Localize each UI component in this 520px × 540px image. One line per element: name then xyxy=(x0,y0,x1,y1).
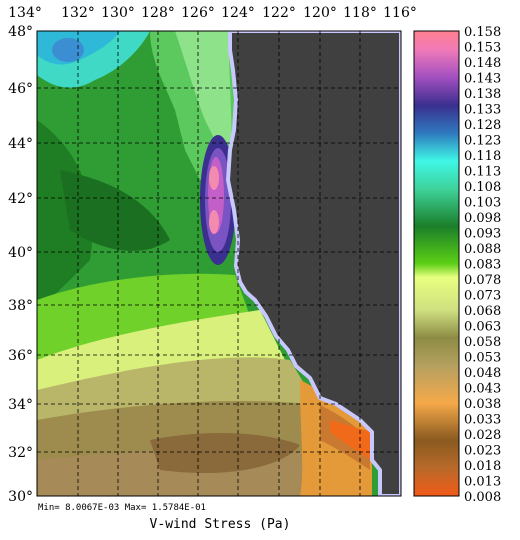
lon-label: 122° xyxy=(262,5,296,21)
lon-label: 128° xyxy=(141,5,175,21)
colorbar-tick-label: 0.133 xyxy=(464,103,501,118)
lat-label: 36° xyxy=(8,348,33,364)
plot-area xyxy=(37,31,401,496)
lon-label: 134° xyxy=(8,5,42,21)
colorbar-tick-label: 0.078 xyxy=(464,273,501,288)
colorbar-tick-label: 0.063 xyxy=(464,320,501,335)
lon-label: 124° xyxy=(221,5,255,21)
colorbar-labels: 0.1580.1530.1480.1430.1380.1330.1280.123… xyxy=(464,25,501,505)
lat-label: 40° xyxy=(8,245,33,261)
colorbar-tick-label: 0.053 xyxy=(464,351,501,366)
colorbar-tick-label: 0.158 xyxy=(464,25,501,40)
colorbar-tick-label: 0.033 xyxy=(464,413,501,428)
land-mass xyxy=(226,31,401,496)
lat-label: 42° xyxy=(8,191,33,207)
min-max-stats: Min= 8.0067E-03 Max= 1.5784E-01 xyxy=(38,503,206,513)
lat-label: 44° xyxy=(8,136,33,152)
colorbar-tick-label: 0.068 xyxy=(464,304,501,319)
grid-lines xyxy=(37,31,401,496)
lat-label: 34° xyxy=(8,397,33,413)
colorbar-tick-label: 0.013 xyxy=(464,475,501,490)
blue-spot xyxy=(52,38,84,62)
colorbar-tick-label: 0.113 xyxy=(464,165,501,180)
lon-label: 126° xyxy=(181,5,215,21)
colorbar-tick-label: 0.098 xyxy=(464,211,501,226)
colorbar-tick-label: 0.123 xyxy=(464,134,501,149)
colorbar-tick-label: 0.048 xyxy=(464,366,501,381)
map-title: V-wind Stress (Pa) xyxy=(150,517,291,532)
lat-label: 38° xyxy=(8,298,33,314)
plot-border xyxy=(36,30,402,497)
colorbar-tick-label: 0.103 xyxy=(464,196,501,211)
colorbar-tick-label: 0.043 xyxy=(464,382,501,397)
lon-label: 130° xyxy=(101,5,135,21)
lat-label: 32° xyxy=(8,445,33,461)
lon-label: 120° xyxy=(303,5,337,21)
colorbar-tick-label: 0.108 xyxy=(464,180,501,195)
lon-label: 118° xyxy=(343,5,377,21)
colorbar-tick-label: 0.128 xyxy=(464,118,501,133)
colorbar-tick-label: 0.058 xyxy=(464,335,501,350)
colorbar-tick-label: 0.153 xyxy=(464,41,501,56)
lon-label: 132° xyxy=(61,5,95,21)
colorbar-tick-label: 0.118 xyxy=(464,149,501,164)
colorbar-tick-label: 0.143 xyxy=(464,72,501,87)
lon-label: 116° xyxy=(383,5,417,21)
colorbar-tick-label: 0.148 xyxy=(464,56,501,71)
lat-label: 46° xyxy=(8,81,33,97)
colorbar-tick-label: 0.018 xyxy=(464,459,501,474)
lat-label: 48° xyxy=(8,24,33,40)
lon-axis: 134° 132° 130° 128° 126° 124° 122° 120° … xyxy=(8,5,417,21)
colorbar-tick-label: 0.088 xyxy=(464,242,501,257)
colorbar xyxy=(413,30,460,497)
colorbar-tick-label: 0.093 xyxy=(464,227,501,242)
colorbar-tick-label: 0.008 xyxy=(464,490,501,505)
pale-yellow-region xyxy=(37,310,285,395)
lat-label: 30° xyxy=(8,489,33,505)
colorbar-tick-label: 0.038 xyxy=(464,397,501,412)
lat-axis: 48° 46° 44° 42° 40° 38° 36° 34° 32° 30° xyxy=(8,24,33,505)
colorbar-tick-label: 0.138 xyxy=(464,87,501,102)
colorbar-tick-label: 0.083 xyxy=(464,258,501,273)
colorbar-tick-label: 0.023 xyxy=(464,444,501,459)
colorbar-tick-label: 0.073 xyxy=(464,289,501,304)
colorbar-tick-label: 0.028 xyxy=(464,428,501,443)
